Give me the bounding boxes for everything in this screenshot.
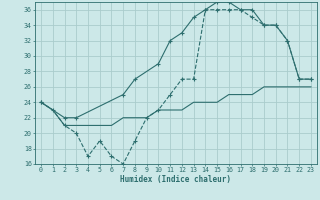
X-axis label: Humidex (Indice chaleur): Humidex (Indice chaleur) <box>121 175 231 184</box>
